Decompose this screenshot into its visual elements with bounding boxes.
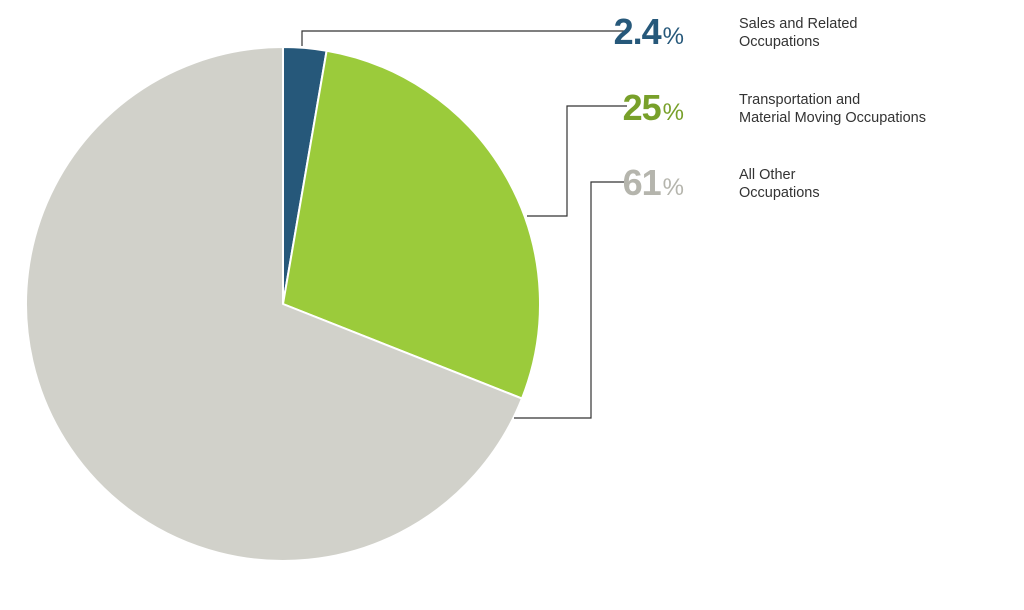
legend-value: 61% — [623, 165, 684, 201]
slice-value-label: 2.4 — [613, 11, 662, 52]
percent-sign: % — [662, 174, 684, 201]
percent-sign: % — [662, 23, 684, 50]
leader-line-2 — [527, 105, 627, 217]
slice-category-label: Sales and Related Occupations — [739, 16, 858, 50]
legend-item-3: 61% All Other Occupations — [600, 165, 980, 207]
legend-item-2: 25% Transportation and Material Moving Oc… — [600, 90, 980, 132]
pie-slices — [25, 46, 541, 562]
leader-lines — [301, 30, 627, 419]
leader-line-1 — [301, 30, 627, 46]
pie-slice-3 — [25, 46, 523, 562]
slice-category-label: Transportation and Material Moving Occup… — [739, 92, 926, 126]
slice-category-label: All Other Occupations — [739, 167, 820, 201]
legend-item-1: 2.4% Sales and Related Occupations — [600, 14, 980, 56]
leader-line-3 — [514, 181, 627, 419]
pie-slice-2 — [282, 49, 541, 400]
legend-value: 25% — [623, 90, 684, 126]
slice-value-label: 25 — [622, 87, 662, 128]
slice-value-label: 61 — [622, 162, 662, 203]
percent-sign: % — [662, 99, 684, 126]
legend-value: 2.4% — [614, 14, 684, 50]
